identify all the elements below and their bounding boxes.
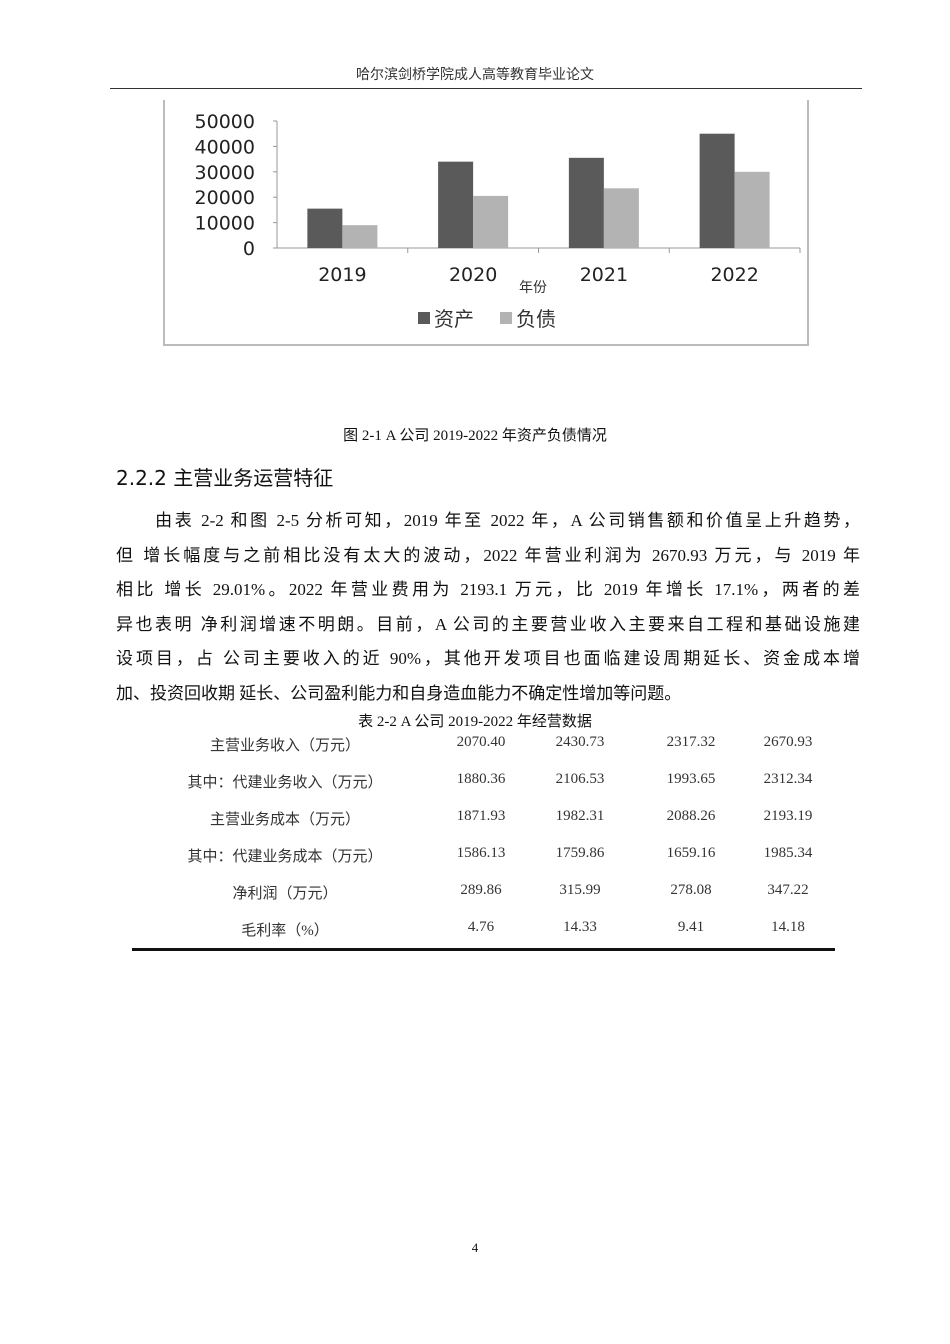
table-cell: 289.86 [460,882,502,898]
bar-资产 [699,133,735,248]
paragraph-line: 但 增长幅度与之前相比没有太大的波动，2022 年营业利润为 2670.93 万… [116,545,860,565]
table-cell: 2070.40 [456,734,506,750]
table-cell: 1871.93 [456,808,506,824]
table-cell: 2317.32 [666,734,716,750]
table-cell: 2193.19 [763,808,813,824]
table-cell: 1759.86 [555,845,605,861]
header-rule [110,88,862,89]
bar-负债 [603,188,639,248]
row-label: 其中：代建业务成本（万元） [187,849,383,865]
row-label: 净利润（万元） [232,886,338,902]
x-tick-label: 2020 [449,264,497,286]
legend-label: 负债 [516,307,556,331]
table-cell: 14.33 [563,919,597,935]
table-cell: 347.22 [767,882,809,898]
table-cell: 2430.73 [555,734,605,750]
table-bottom-rule [132,948,835,951]
x-tick-label: 2019 [318,264,366,286]
row-label: 主营业务成本（万元） [209,812,360,828]
table-row: 其中：代建业务成本（万元） 1586.13 1759.86 1659.16 1985.3… [132,845,835,875]
table-cell: 1880.36 [456,771,506,787]
table-row: 净利润（万元） 289.86 315.99 278.08 347.22 [132,882,835,912]
paragraph-line: 异也表明 净利润增速不明朗。目前，A 公司的主要营业收入主要来自工程和基础设施建 [116,614,860,634]
paragraph-line: 设项目，占 公司主要收入的近 90%，其他开发项目也面临建设周期延长、资金成本增 [116,649,860,669]
chart-frame [163,100,809,346]
table-cell: 1982.31 [555,808,605,824]
table-cell: 2312.34 [763,771,813,787]
table-cell: 1985.34 [763,845,813,861]
bar-负债 [342,225,378,248]
table-cell: 315.99 [559,882,601,898]
table-row: 主营业务收入（万元） 2070.40 2430.73 2317.32 2670.93 [132,734,835,764]
table-cell: 278.08 [670,882,712,898]
bar-负债 [734,171,770,248]
row-label: 毛利率（%） [241,923,329,939]
bar-资产 [307,208,343,248]
page-number: 4 [471,1240,479,1255]
table-cell: 9.41 [677,919,705,935]
paragraph-line: 由表 2-2 和图 2-5 分析可知，2019 年至 2022 年，A 公司销售… [116,511,860,530]
table-row: 毛利率（%） 4.76 14.33 9.41 14.18 [132,919,835,949]
table-cell: 2670.93 [763,734,813,750]
y-tick-label: 0 [243,238,255,260]
bar-负债 [473,195,509,248]
table-row: 其中：代建业务收入（万元） 1880.36 2106.53 1993.65 2312.3… [132,771,835,801]
figure-caption: 图 2-1 A 公司 2019-2022 年资产负债情况 [343,428,607,444]
paragraph-line: 加、投资回收期 延长、公司盈利能力和自身造血能力不确定性增加等问题。 [116,684,682,703]
y-tick-label: 30000 [195,162,255,184]
bar-资产 [438,161,474,248]
table-cell: 1659.16 [666,845,716,861]
table-cell: 2088.26 [666,808,716,824]
table-row: 主营业务成本（万元） 1871.93 1982.31 2088.26 2193.19 [132,808,835,838]
table-cell: 4.76 [467,919,495,935]
x-tick-label: 2022 [710,264,758,286]
legend-label: 资产 [434,307,474,331]
row-label: 主营业务收入（万元） [209,738,360,754]
table-cell: 14.18 [771,919,805,935]
legend-swatch [418,312,430,324]
bar-chart: 0 10000 20000 30000 40000 50000 2019 2020 2021 20… [195,111,801,331]
table-cell: 2106.53 [555,771,605,787]
y-tick-label: 50000 [195,111,255,133]
y-tick-label: 10000 [195,213,255,235]
table-cell: 1993.65 [666,771,716,787]
x-tick-label: 2021 [580,264,628,286]
section-heading: 2.2.2 主营业务运营特征 [116,466,334,490]
y-tick-label: 20000 [195,187,255,209]
x-axis-label: 年份 [519,280,547,296]
bar-资产 [568,157,604,248]
running-header: 哈尔滨剑桥学院成人高等教育毕业论文 [356,68,594,83]
y-tick-label: 40000 [195,136,255,158]
table-caption: 表 2-2 A 公司 2019-2022 年经营数据 [358,714,592,730]
paragraph-line: 相比 增长 29.01%。2022 年营业费用为 2193.1 万元，比 201… [116,580,860,600]
legend-swatch [500,312,512,324]
table-cell: 1586.13 [456,845,506,861]
row-label: 其中：代建业务收入（万元） [187,775,383,791]
